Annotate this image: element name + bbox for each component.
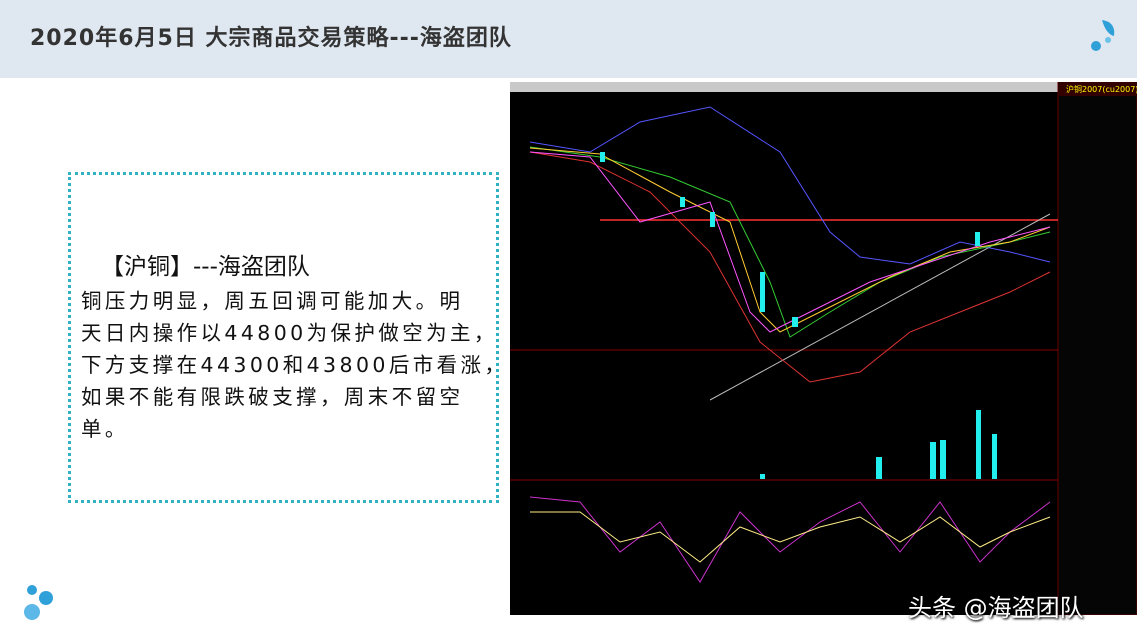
box-heading: 【沪铜】---海盗团队 <box>101 254 310 280</box>
body-line: 下方支撑在44300和43800后市看涨， <box>81 353 509 377</box>
slide-title: 2020年6月5日 大宗商品交易策略---海盗团队 <box>30 26 512 51</box>
drop-icon <box>1091 20 1115 51</box>
body-line: 如果不能有限跌破支撑，周末不留空 <box>81 385 464 409</box>
market-screenshot: 沪铜2007(cu2007) <box>510 82 1137 615</box>
body-line: 单。 <box>81 417 129 441</box>
box-body: 铜压力明显，周五回调可能加大。明天日内操作以44800为保护做空为主， 下方支撑在… <box>81 285 509 445</box>
body-line: 天日内操作以44800为保护做空为主， <box>81 321 498 345</box>
text-box: 【沪铜】---海盗团队 铜压力明显，周五回调可能加大。明天日内操作以44800为… <box>68 172 509 503</box>
drop-icon <box>24 585 53 620</box>
body-line: 铜压力明显，周五回调可能加大。明 <box>81 289 464 313</box>
header-band: 2020年6月5日 大宗商品交易策略---海盗团队 <box>0 0 1137 78</box>
watermark: 头条 @海盗团队 <box>908 594 1084 622</box>
screenshot-title: 沪铜2007(cu2007) <box>1066 84 1137 94</box>
